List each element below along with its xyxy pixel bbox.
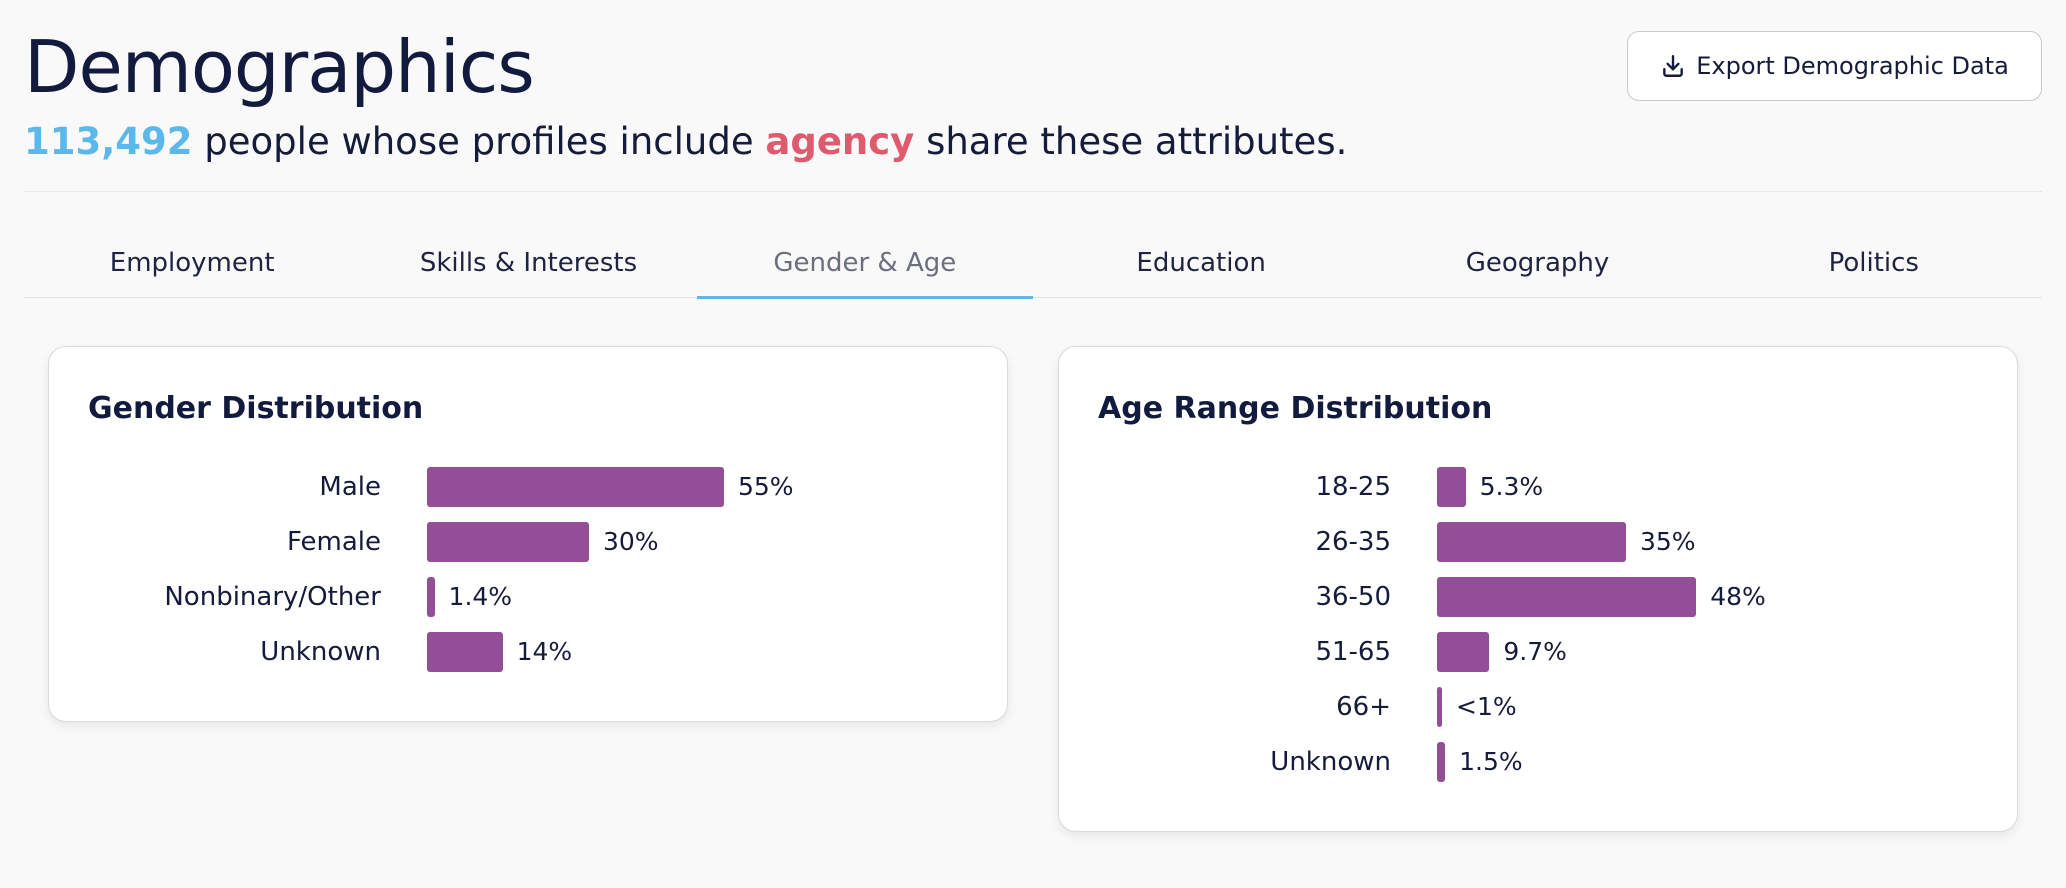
- bar-value-label: 14%: [516, 637, 573, 666]
- bar-value-label: 1.4%: [448, 582, 513, 611]
- search-keyword: agency: [765, 120, 915, 163]
- header: Demographics 113,492 people whose profil…: [24, 24, 2042, 168]
- bar-row: Unknown 1.5%: [1059, 742, 2017, 797]
- bar-category-label: Nonbinary/Other: [164, 582, 381, 612]
- bar: [1437, 632, 1490, 672]
- page-title: Demographics: [24, 25, 535, 109]
- bar-category-label: Male: [319, 472, 381, 502]
- bar-value-label: <1%: [1456, 692, 1517, 721]
- bar-row: 36-50 48%: [1059, 577, 2017, 632]
- bar: [427, 577, 435, 617]
- bar-value-label: 30%: [603, 527, 659, 556]
- tab-employment[interactable]: Employment: [109, 248, 275, 278]
- bar-category-label: 36-50: [1315, 582, 1391, 612]
- bar-value-label: 48%: [1710, 582, 1766, 611]
- export-button-label: Export Demographic Data: [1696, 52, 2009, 80]
- demographics-tabs: Employment Skills & Interests Gender & A…: [24, 228, 2042, 299]
- summary-text-before: people whose profiles include: [204, 120, 754, 163]
- bar: [427, 632, 503, 672]
- bar-value-label: 5.3%: [1479, 472, 1544, 501]
- bar-category-label: 66+: [1336, 692, 1391, 722]
- tab-skills-interests[interactable]: Skills & Interests: [419, 248, 638, 278]
- bar: [1437, 467, 1466, 507]
- bar-category-label: Female: [286, 527, 381, 557]
- bar-row: 51-65 9.7%: [1059, 632, 2017, 687]
- bar-category-label: 18-25: [1315, 472, 1391, 502]
- tab-politics[interactable]: Politics: [1828, 248, 1919, 278]
- result-summary: 113,492 people whose profiles include ag…: [24, 116, 2042, 168]
- download-icon: [1660, 53, 1686, 79]
- header-divider: [24, 191, 2042, 192]
- age-chart-title: Age Range Distribution: [1098, 391, 1493, 426]
- tab-geography[interactable]: Geography: [1465, 248, 1610, 278]
- tab-gender-age[interactable]: Gender & Age: [696, 228, 1034, 299]
- bar-row: 26-35 35%: [1059, 522, 2017, 577]
- bar-row: Male 55%: [49, 467, 1007, 522]
- bar: [427, 467, 724, 507]
- bar-row: Nonbinary/Other 1.4%: [49, 577, 1007, 632]
- age-range-distribution-card: Age Range Distribution 18-25 5.3% 26-35 35%…: [1058, 346, 2018, 832]
- bar-category-label: 26-35: [1315, 527, 1391, 557]
- result-count: 113,492: [24, 120, 193, 163]
- gender-distribution-chart: Male 55% Female 30% Nonbinary/Other 1.4% Unkno…: [49, 467, 1007, 687]
- bar-value-label: 35%: [1640, 527, 1696, 556]
- bar-row: 66+ <1%: [1059, 687, 2017, 742]
- bar-row: 18-25 5.3%: [1059, 467, 2017, 522]
- summary-text-after: share these attributes.: [926, 120, 1348, 163]
- bar-value-label: 9.7%: [1503, 637, 1567, 666]
- bar-row: Female 30%: [49, 522, 1007, 577]
- tab-education[interactable]: Education: [1136, 248, 1266, 278]
- bar-value-label: 1.5%: [1459, 747, 1523, 776]
- gender-chart-title: Gender Distribution: [88, 391, 424, 426]
- age-range-distribution-chart: 18-25 5.3% 26-35 35% 36-50 48% 51-65 9.7% 66+ <1%…: [1059, 467, 2017, 797]
- bar-category-label: Unknown: [1270, 747, 1391, 777]
- bar-row: Unknown 14%: [49, 632, 1007, 687]
- bar: [1437, 577, 1697, 617]
- bar-category-label: Unknown: [260, 637, 381, 667]
- export-demographic-data-button[interactable]: Export Demographic Data: [1627, 31, 2042, 101]
- bar: [1437, 687, 1442, 727]
- bar: [1437, 522, 1626, 562]
- bar: [1437, 742, 1446, 782]
- gender-distribution-card: Gender Distribution Male 55% Female 30% Nonb…: [48, 346, 1008, 722]
- bar-value-label: 55%: [738, 472, 794, 501]
- bar-category-label: 51-65: [1315, 637, 1391, 667]
- bar: [427, 522, 589, 562]
